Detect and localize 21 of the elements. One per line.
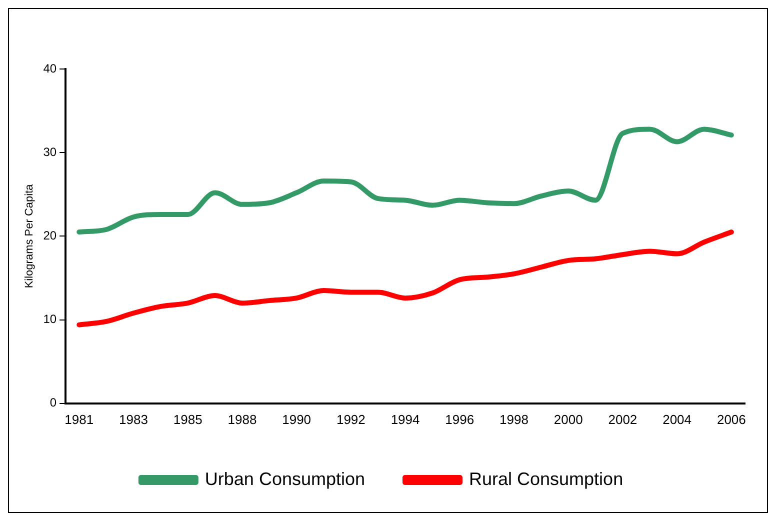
y-tick-label: 30 bbox=[43, 144, 57, 159]
x-tick-label: 1990 bbox=[282, 412, 312, 427]
x-tick-label: 1996 bbox=[445, 412, 474, 427]
x-tick-label: 1985 bbox=[173, 412, 202, 427]
x-tick-label: 1988 bbox=[228, 412, 257, 427]
x-tick-label: 2000 bbox=[554, 412, 583, 427]
legend-label: Rural Consumption bbox=[469, 468, 624, 489]
x-tick-label: 1998 bbox=[500, 412, 528, 427]
legend-label: Urban Consumption bbox=[204, 468, 366, 489]
y-axis-title: Kilograms Per Capita bbox=[24, 183, 36, 288]
y-tick-label: 20 bbox=[43, 228, 57, 243]
x-tick-label: 1992 bbox=[336, 412, 366, 427]
y-tick-label: 10 bbox=[43, 312, 57, 326]
y-tick-label: 0 bbox=[50, 396, 57, 410]
y-tick-label: 40 bbox=[43, 61, 57, 76]
x-tick-label: 1981 bbox=[64, 412, 94, 427]
x-tick-label: 2006 bbox=[716, 412, 746, 427]
x-tick-label: 2002 bbox=[608, 412, 638, 427]
x-tick-label: 1994 bbox=[390, 412, 420, 427]
x-tick-label: 2004 bbox=[662, 412, 692, 427]
x-tick-label: 1983 bbox=[119, 412, 148, 427]
